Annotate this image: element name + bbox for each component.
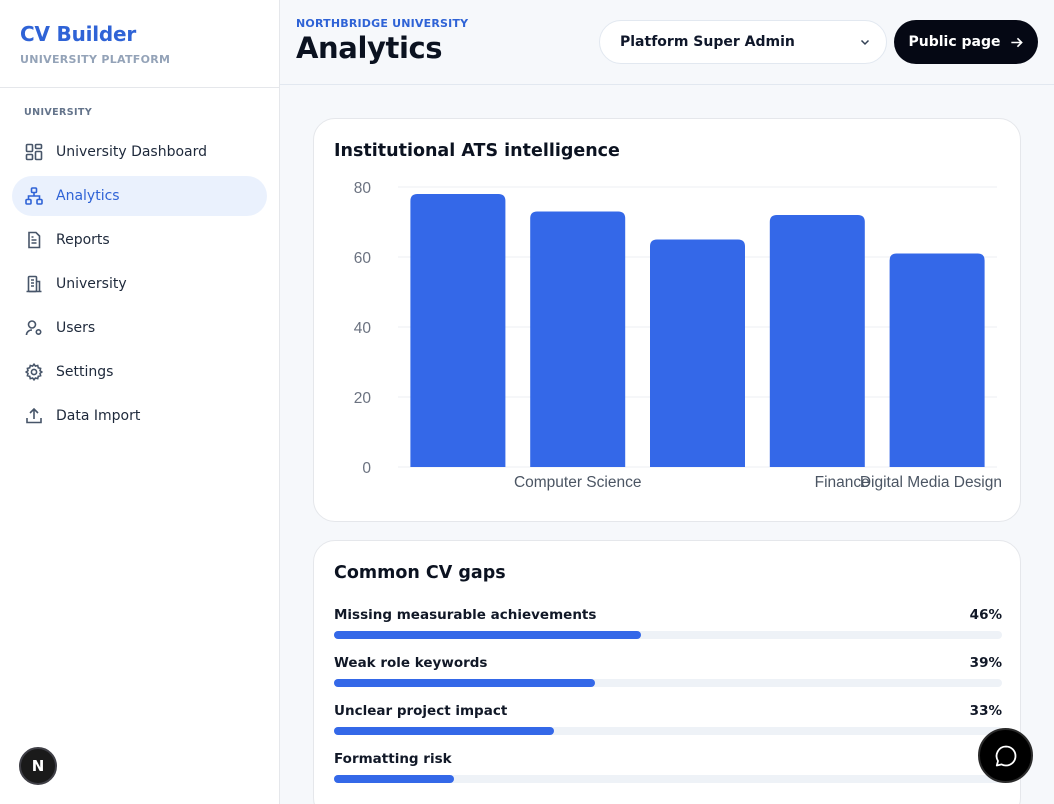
sidebar-item-label: Data Import [56,408,141,424]
sidebar-item-data-import[interactable]: Data Import [12,396,267,436]
page-title: Analytics [296,31,443,65]
gap-percent: 39% [969,655,1002,671]
y-tick-label: 80 [354,180,372,197]
gap-progress-track [334,727,1002,735]
upload-icon [24,406,44,426]
gap-progress-fill [334,727,555,735]
y-tick-label: 20 [354,390,372,407]
gear-icon [24,362,44,382]
public-page-label: Public page [908,34,1001,50]
gap-progress-track [334,631,1002,639]
gap-percent: 33% [969,703,1002,719]
dashboard-grid-icon [24,142,44,162]
sidebar-item-label: Users [56,320,96,336]
sidebar-item-label: University [56,276,127,292]
ats-bar-chart: 0 20 40 60 80 Computer Science FinanceDigital … [354,180,1002,491]
sidebar-item-label: University Dashboard [56,144,208,160]
chat-button[interactable] [978,728,1033,783]
gap-label: Formatting risk [334,751,452,767]
sidebar-item-university-dashboard[interactable]: University Dashboard [12,132,267,172]
card-title: Common CV gaps [334,563,506,583]
chart-bar [530,211,626,467]
gap-progress-track [334,775,1002,783]
sidebar-item-reports[interactable]: Reports [12,220,267,260]
gap-label: Weak role keywords [334,655,488,671]
institution-name: NORTHBRIDGE UNIVERSITY [296,17,469,30]
chevron-down-icon [860,39,870,46]
brand: CV Builder UNIVERSITY PLATFORM [0,0,279,88]
chat-bubble-icon [995,745,1016,766]
sidebar-item-users[interactable]: Users [12,308,267,348]
brand-subtitle: UNIVERSITY PLATFORM [20,53,171,66]
y-tick-label: 60 [354,250,372,267]
sidebar-item-analytics[interactable]: Analytics [12,176,267,216]
gap-label: Unclear project impact [334,703,508,719]
sidebar-item-label: Analytics [56,188,120,204]
gap-label: Missing measurable achievements [334,607,597,623]
gap-percent: 46% [969,607,1002,623]
chart-bar [889,253,985,467]
chart-bar [410,194,506,467]
x-tick-label: Digital Media Design [860,474,1002,491]
public-page-button[interactable]: Public page [894,20,1038,64]
sidebar-item-settings[interactable]: Settings [12,352,267,392]
hierarchy-icon [24,186,44,206]
gap-progress-fill [334,775,455,783]
gap-progress-track [334,679,1002,687]
chart-bar [650,239,745,467]
chart-bar [769,215,865,467]
role-select[interactable]: Platform Super Admin [599,20,887,64]
x-tick-label: Finance [815,474,870,491]
sidebar-item-label: Settings [56,364,114,380]
cv-gaps-card: Common CV gaps Missing measurable achiev… [313,540,1021,804]
report-sheet-icon [24,230,44,250]
arrow-right-icon [1010,37,1023,47]
ats-intelligence-card: Institutional ATS intelligence 0 20 40 60 80… [313,118,1021,522]
y-tick-label: 0 [362,460,371,477]
dev-badge[interactable]: N [19,747,57,785]
sidebar: CV Builder UNIVERSITY PLATFORM UNIVERSIT… [0,0,280,804]
brand-title[interactable]: CV Builder [20,22,137,46]
card-title: Institutional ATS intelligence [334,141,620,161]
gap-progress-fill [334,679,595,687]
role-select-value: Platform Super Admin [620,34,795,50]
sidebar-item-label: Reports [56,232,110,248]
building-icon [24,274,44,294]
gap-progress-fill [334,631,642,639]
sidebar-section-label: UNIVERSITY [24,107,93,118]
y-tick-label: 40 [354,320,372,337]
x-tick-label: Computer Science [514,474,642,491]
sidebar-item-university[interactable]: University [12,264,267,304]
user-cog-icon [24,318,44,338]
page-header: NORTHBRIDGE UNIVERSITY Analytics Platfor… [280,0,1054,85]
